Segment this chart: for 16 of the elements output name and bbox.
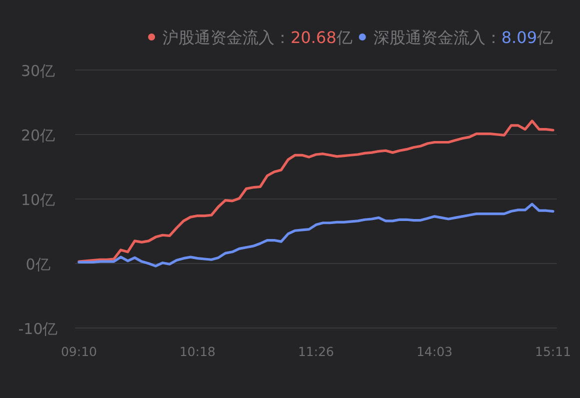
line-series [78,120,554,263]
y-tick-label: -10亿 [18,320,58,338]
y-tick-label: 0亿 [26,256,50,274]
y-tick-label: 30亿 [20,62,56,80]
x-tick-label: 09:10 [60,344,98,359]
x-tick-label: 11:26 [298,344,334,359]
legend-label: 沪股通资金流入： [162,28,291,47]
x-tick-label: 14:03 [416,344,453,359]
legend-label: 深股通资金流入： [373,28,502,47]
y-tick-label: 20亿 [20,126,56,144]
x-tick-label: 10:18 [179,344,216,359]
x-tick-label: 15:11 [535,344,572,359]
text: 8.09亿 [501,28,553,47]
text: 20.68亿 [290,28,352,47]
y-tick-label: 10亿 [20,191,56,209]
line-series [78,202,554,268]
